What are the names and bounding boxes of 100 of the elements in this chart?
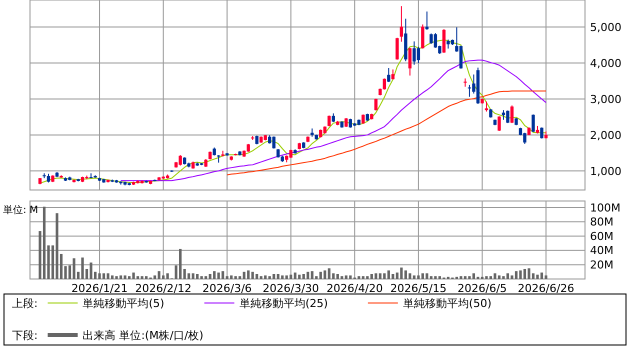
y-tick-label: 3,000: [590, 92, 622, 106]
bar: [310, 271, 314, 279]
bar: [192, 273, 194, 279]
bar: [162, 275, 165, 279]
bar: [340, 276, 344, 279]
bar: [514, 271, 518, 279]
x-tick-label: 2026/4/20: [326, 282, 383, 295]
bar: [328, 268, 330, 279]
text: 上段:: [12, 296, 38, 310]
bar: [154, 275, 156, 279]
bar: [72, 258, 76, 279]
bar: [412, 275, 416, 279]
bar: [196, 274, 199, 279]
bar: [417, 275, 420, 279]
bar: [460, 276, 462, 279]
bar: [519, 270, 522, 279]
bar: [230, 275, 233, 279]
bar: [98, 273, 101, 279]
candlestick: [374, 98, 378, 111]
x-tick-label: 2026/6/5: [458, 282, 507, 295]
x-tick-label: 2026/5/15: [390, 282, 447, 295]
bar: [434, 276, 437, 279]
bar: [468, 276, 471, 279]
bar: [281, 275, 284, 279]
bar: [438, 276, 441, 279]
legend-label: 単純移動平均(25): [239, 296, 328, 310]
bar: [464, 276, 467, 279]
y-tick-label: 2,000: [590, 128, 622, 142]
candlestick: [442, 28, 446, 54]
bar: [408, 273, 412, 279]
candlestick: [498, 116, 501, 132]
candlestick: [532, 114, 535, 133]
bar: [260, 276, 262, 279]
candlestick: [408, 47, 412, 76]
bar: [276, 274, 280, 279]
line-series: [226, 90, 546, 176]
bar: [242, 272, 246, 279]
bar: [213, 271, 216, 279]
bar: [383, 273, 386, 279]
legend-label: 出来高 単位:(M株/口/枚): [82, 328, 204, 342]
bar: [42, 206, 46, 279]
bar: [400, 268, 403, 279]
bar: [366, 276, 369, 279]
bar: [336, 274, 339, 279]
bar: [179, 248, 182, 279]
x-tick-label: 2026/3/30: [262, 282, 320, 295]
bar: [226, 276, 228, 279]
candlestick: [506, 110, 510, 124]
x-tick-label: 2026/1/21: [71, 282, 128, 295]
bar: [128, 276, 131, 279]
candlestick: [382, 78, 386, 90]
bar: [119, 275, 122, 279]
text: 下段:: [12, 328, 38, 342]
legend-label: 単純移動平均(5): [82, 296, 164, 310]
bar: [498, 275, 501, 279]
bar: [349, 275, 352, 279]
bar: [298, 274, 301, 279]
candlestick: [502, 110, 506, 120]
bar: [183, 268, 186, 279]
candlestick: [468, 84, 472, 98]
bar: [421, 273, 424, 279]
bar: [285, 275, 288, 279]
bar: [489, 276, 492, 279]
bar: [426, 273, 428, 279]
bar: [324, 270, 326, 279]
line-series: [120, 60, 546, 182]
bar: [238, 276, 242, 279]
bar: [124, 275, 126, 279]
bar: [56, 213, 58, 279]
x-tick-label: 2026/2/12: [135, 282, 192, 295]
y-tick-label: 80M: [590, 216, 614, 229]
bar: [102, 273, 106, 279]
bar: [319, 272, 322, 279]
bar: [264, 275, 267, 279]
bar: [358, 276, 360, 279]
candlestick: [178, 154, 182, 166]
bar: [222, 271, 224, 279]
bar: [528, 268, 530, 279]
bar: [404, 270, 407, 279]
y-tick-label: 1,000: [590, 164, 622, 178]
bar: [502, 276, 505, 279]
candlestick: [416, 46, 420, 64]
candlestick: [412, 40, 416, 66]
bar: [158, 271, 160, 279]
y-tick-label: 40M: [590, 244, 614, 258]
bar: [234, 276, 237, 279]
candlestick: [400, 6, 404, 42]
candlestick: [425, 11, 429, 30]
x-tick-label: 2026/6/26: [518, 282, 574, 295]
bar: [268, 276, 271, 279]
candlestick: [387, 68, 390, 83]
bar: [523, 268, 526, 279]
bar: [540, 272, 544, 279]
legend-label: 単純移動平均(50): [402, 296, 492, 310]
y-tick-label: 100M: [590, 201, 620, 214]
candlestick: [362, 114, 365, 124]
bar: [510, 275, 514, 279]
bar: [306, 272, 310, 279]
bar: [188, 273, 190, 279]
bar: [256, 274, 258, 279]
